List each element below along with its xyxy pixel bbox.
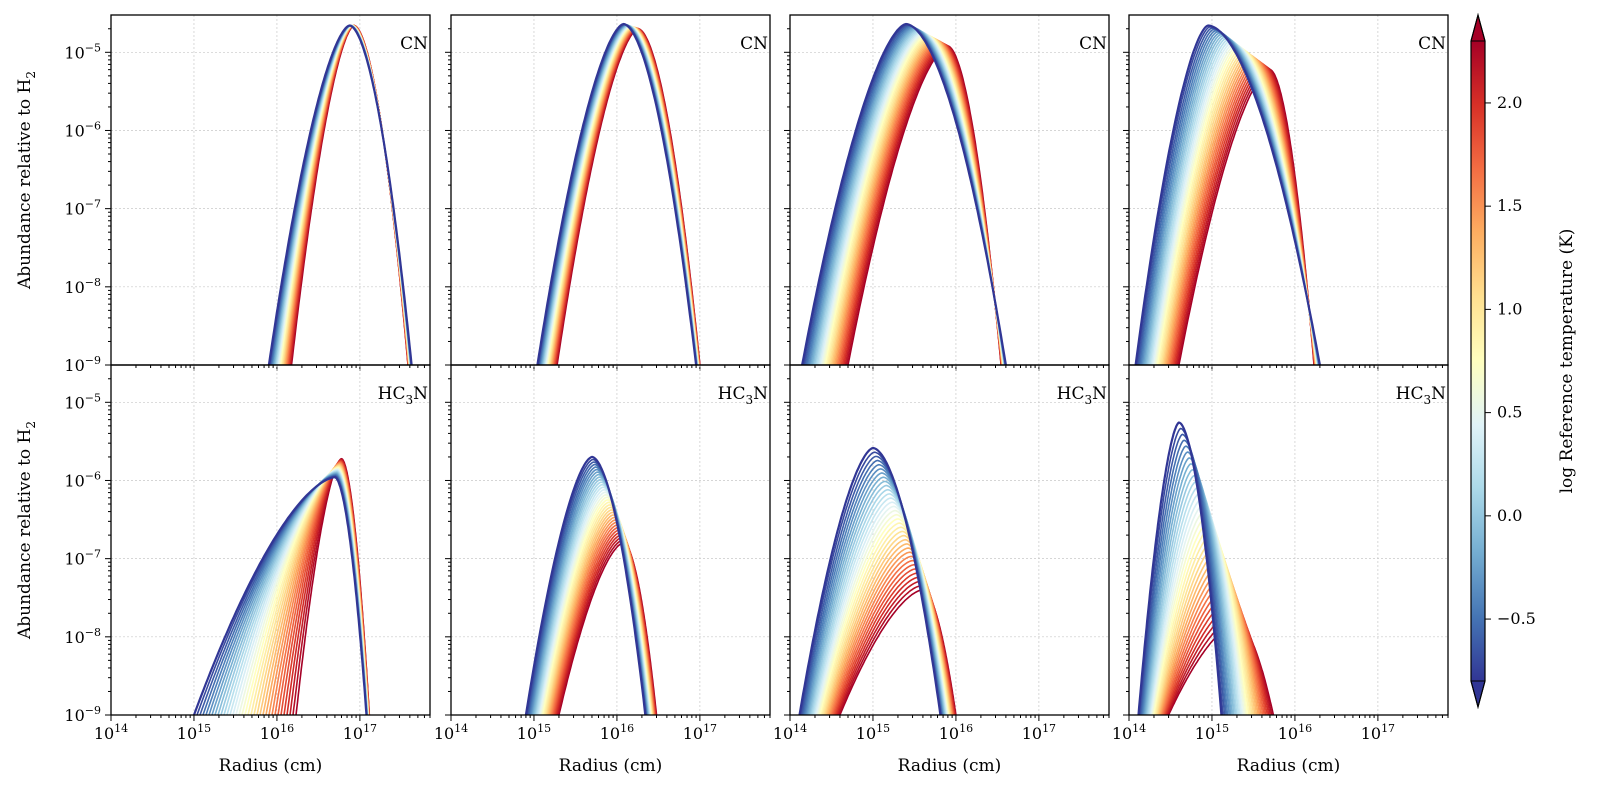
x-tick-label: 1014 [434, 722, 468, 743]
species-label: CN [1079, 34, 1107, 54]
y-tick-label: 10−9 [64, 354, 101, 375]
colorbar-tick-label: 1.0 [1497, 299, 1522, 318]
ticks [1123, 378, 1449, 721]
panel-8: HC3N 1014 1015 1016 1017 Radius (cm) [1112, 364, 1449, 776]
ticks [445, 378, 771, 721]
x-tick-label: 1017 [1361, 722, 1395, 743]
y-tick-label: 10−7 [64, 548, 101, 569]
temperature-curve [267, 24, 413, 365]
grid [111, 365, 430, 715]
panel-2: CN [445, 14, 771, 371]
x-tick-label: 1017 [1022, 722, 1056, 743]
y-tick-label: 10−8 [64, 276, 101, 297]
panel-frame [1128, 364, 1449, 716]
x-axis-label: Radius (cm) [559, 756, 663, 776]
curve-family [192, 457, 371, 715]
ticks [784, 378, 1110, 721]
colorbar-extend-top [1470, 13, 1486, 42]
temperature-curve [1143, 457, 1232, 715]
temperature-curve [798, 446, 942, 715]
x-axis-label: Radius (cm) [898, 756, 1002, 776]
y-tick-label: 10−9 [64, 704, 101, 725]
x-tick-label: 1014 [773, 722, 807, 743]
x-axis-label: Radius (cm) [1237, 756, 1341, 776]
colorbar-tick-label: −0.5 [1497, 609, 1536, 628]
x-tick-label: 1017 [683, 722, 717, 743]
species-label: HC3N [1396, 384, 1446, 407]
x-tick-label: 1016 [939, 722, 973, 743]
temperature-curve [1144, 468, 1235, 715]
panel-1: CN 10−9 10−8 10−7 10−6 10−5 Abundance relative… [15, 14, 431, 375]
species-label: HC3N [378, 384, 428, 407]
temperature-curve [1141, 445, 1229, 715]
species-label: HC3N [1057, 384, 1107, 407]
colorbar-outline [1470, 12, 1486, 710]
curve-family [536, 22, 701, 365]
grid [451, 365, 770, 715]
curve-family [267, 24, 413, 365]
colorbar-tick-label: 2.0 [1497, 93, 1522, 112]
y-tick-label: 10−5 [64, 391, 101, 412]
curve-family [524, 455, 658, 715]
y-tick-label: 10−5 [64, 41, 101, 62]
grid [111, 15, 430, 365]
x-tick-label: 1014 [94, 722, 128, 743]
colorbar-gradient [1471, 41, 1485, 681]
x-tick-label: 1014 [1112, 722, 1146, 743]
x-tick-label: 1015 [856, 722, 890, 743]
colorbar-label: log Reference temperature (K) [1557, 229, 1577, 494]
curve-family [1137, 421, 1275, 715]
curve-family [1134, 24, 1321, 365]
panel-frame [110, 364, 431, 716]
x-tick-label: 1015 [177, 722, 211, 743]
y-tick-label: 10−7 [64, 198, 101, 219]
species-label: HC3N [718, 384, 768, 407]
panel-frame [110, 14, 431, 366]
x-tick-label: 1015 [1195, 722, 1229, 743]
x-tick-label: 1016 [600, 722, 634, 743]
y-axis-label: Abundance relative to H2 [15, 71, 38, 290]
curve-family [801, 22, 1007, 365]
temperature-curve [801, 22, 1007, 365]
temperature-curve [1139, 433, 1226, 715]
y-tick-label: 10−6 [64, 469, 101, 490]
x-tick-label: 1016 [1278, 722, 1312, 743]
panel-5: HC3N 1014 1015 1016 1017 Radius (cm) 10−9 10−8 1… [15, 364, 431, 776]
grid [451, 15, 770, 365]
temperature-curve [1137, 421, 1223, 715]
colorbar-extend-bottom [1470, 680, 1486, 709]
species-label: CN [740, 34, 768, 54]
species-label: CN [400, 34, 428, 54]
colorbar-tick-label: 0.0 [1497, 506, 1522, 525]
species-label: CN [1418, 34, 1446, 54]
panel-4: CN [1123, 14, 1449, 371]
temperature-curve [524, 455, 647, 715]
ticks [105, 28, 431, 371]
temperature-curve [1143, 463, 1233, 715]
temperature-curve [1134, 24, 1321, 365]
x-axis-label: Radius (cm) [219, 756, 323, 776]
panel-3: CN [784, 14, 1110, 371]
panel-7: HC3N 1014 1015 1016 1017 Radius (cm) [773, 364, 1110, 776]
temperature-curve [1142, 451, 1230, 715]
panel-frame [789, 364, 1110, 716]
y-tick-label: 10−8 [64, 626, 101, 647]
temperature-curve [1140, 439, 1227, 715]
y-tick-label: 10−6 [64, 119, 101, 140]
x-tick-label: 1016 [260, 722, 294, 743]
colorbar: −0.5 0.0 0.5 1.0 1.5 2.0 log Reference tempera… [1470, 12, 1577, 710]
temperature-curve [536, 22, 698, 365]
colorbar-tick-label: 1.5 [1497, 196, 1522, 215]
x-tick-label: 1017 [343, 722, 377, 743]
x-tick-label: 1015 [517, 722, 551, 743]
panel-6: HC3N 1014 1015 1016 1017 Radius (cm) [434, 364, 771, 776]
curve-family [798, 446, 957, 715]
ticks [105, 378, 431, 721]
temperature-curve [192, 476, 368, 715]
temperature-curve [1138, 427, 1224, 715]
colorbar-tick-label: 0.5 [1497, 403, 1522, 422]
panel-frame [450, 364, 771, 716]
y-axis-label: Abundance relative to H2 [15, 421, 38, 640]
